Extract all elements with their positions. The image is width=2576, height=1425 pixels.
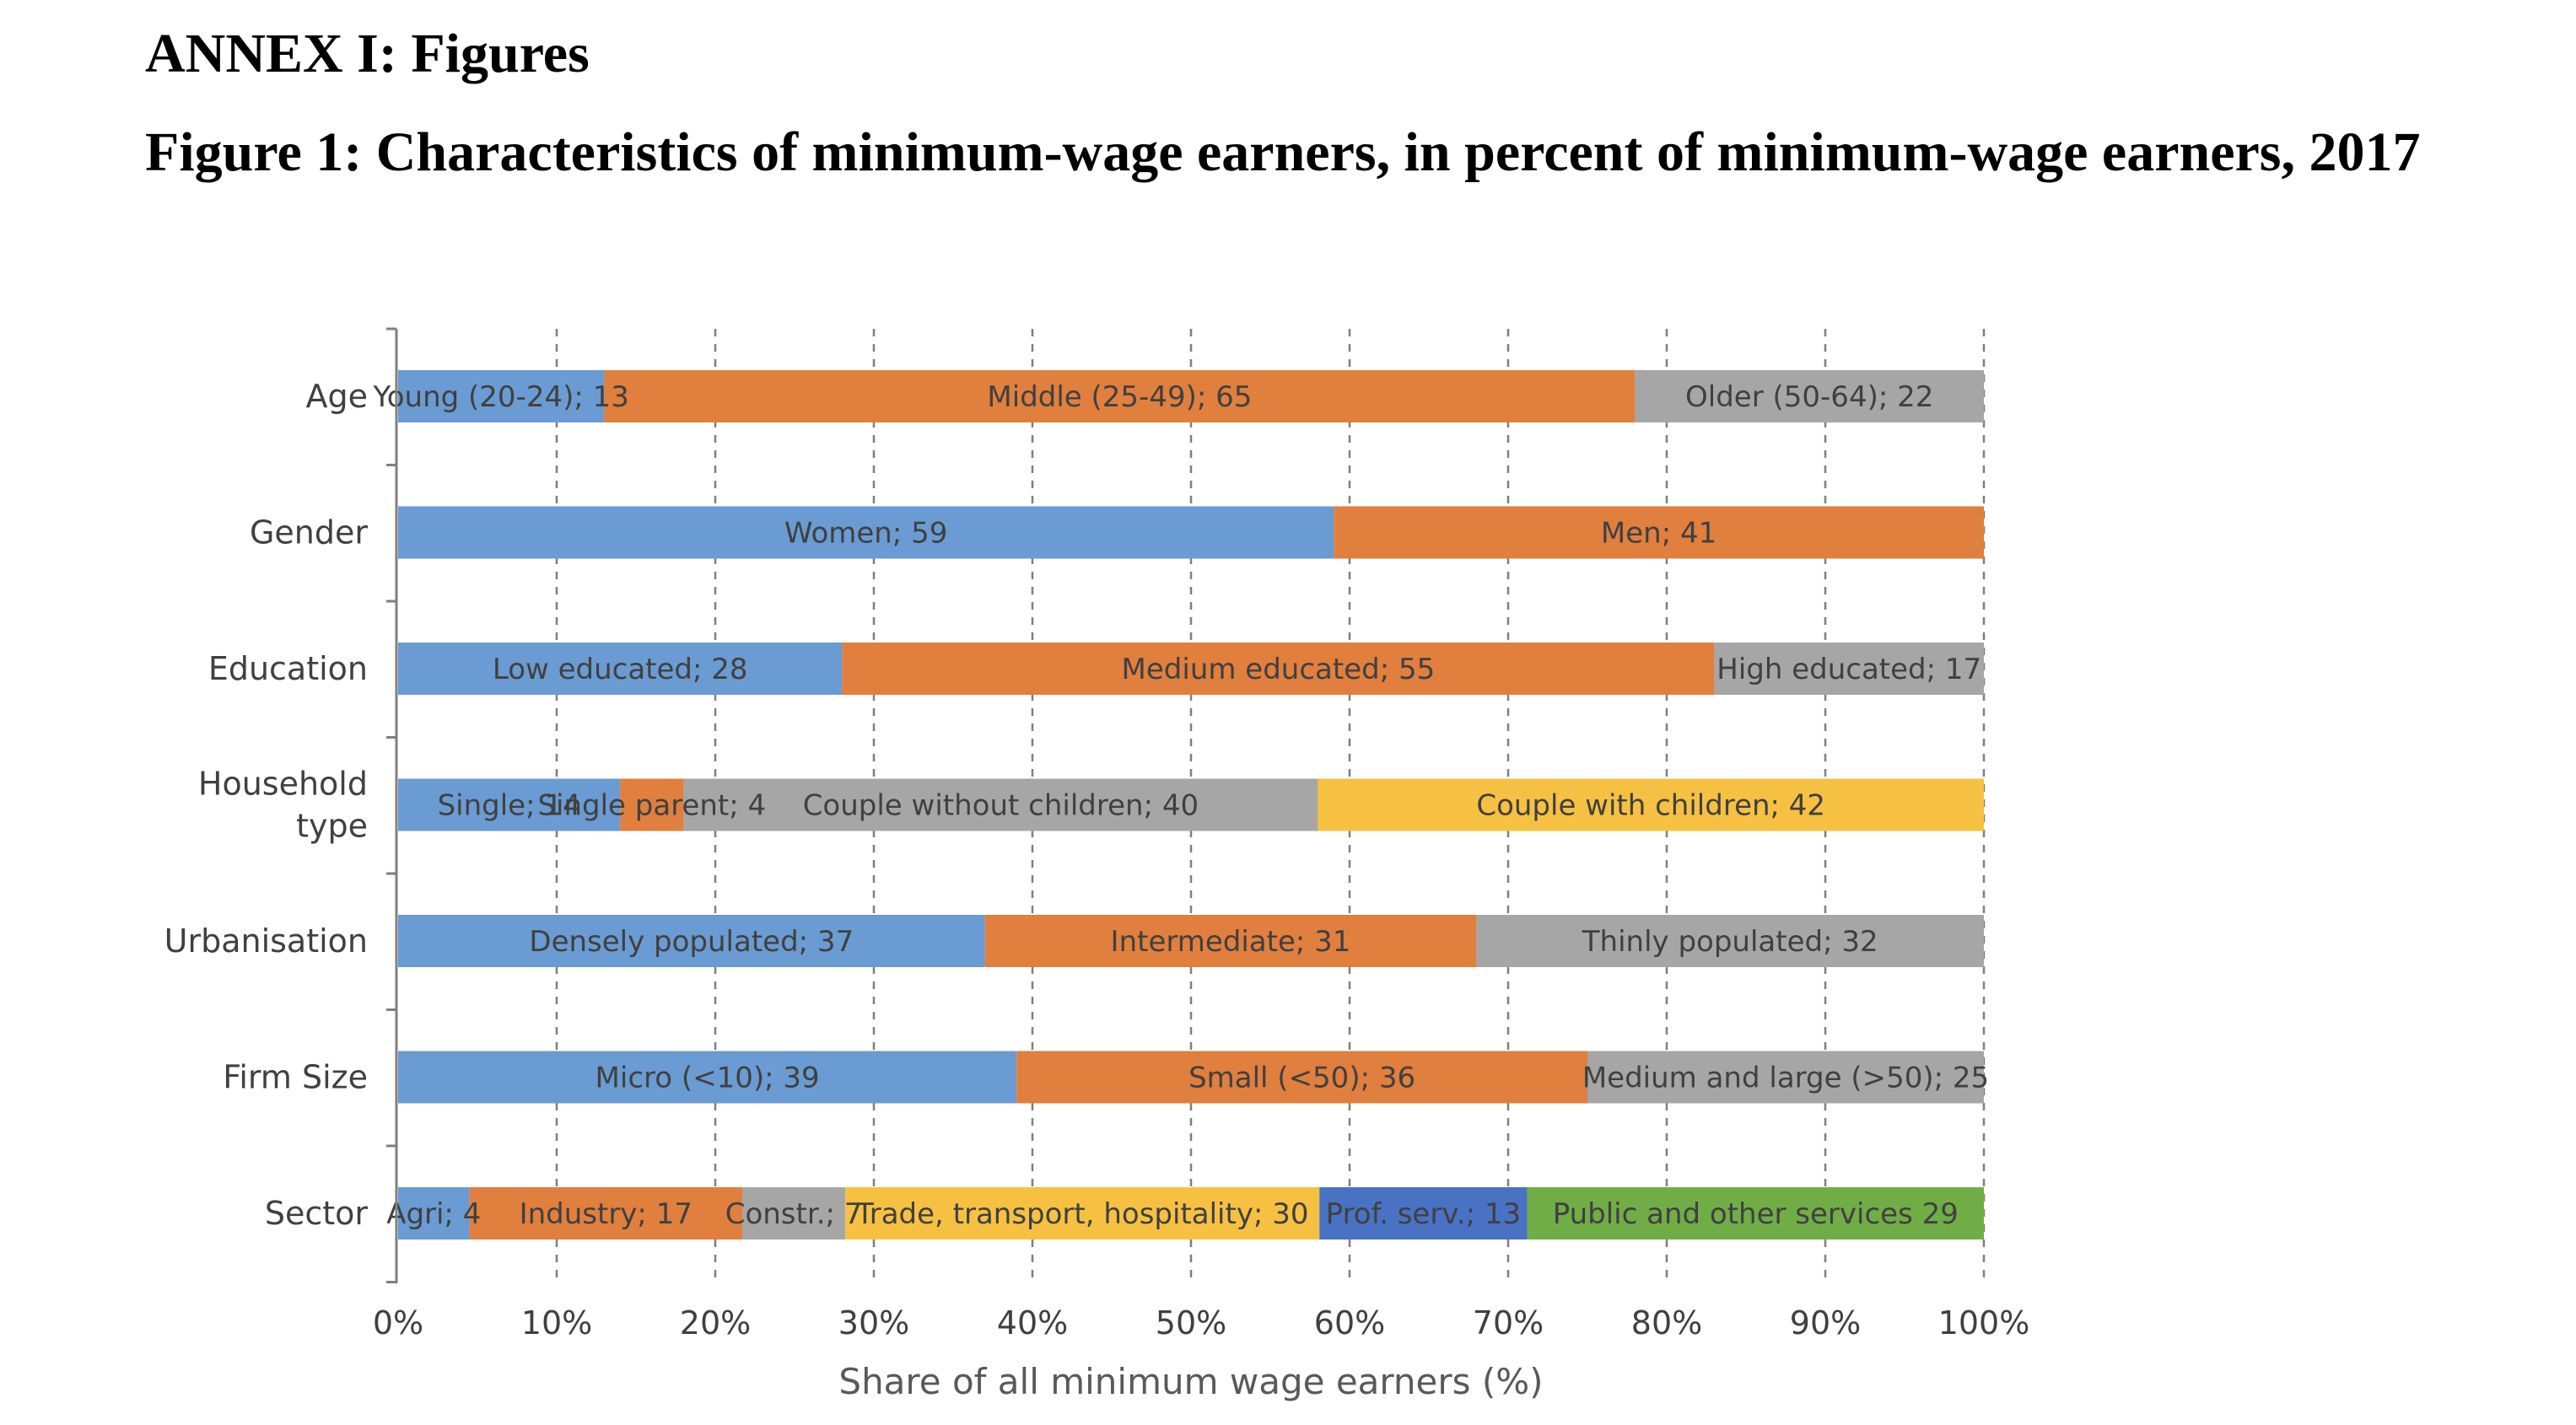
category-label: Gender xyxy=(250,514,368,551)
segment-label: Agri; 4 xyxy=(386,1197,481,1231)
segment-label: Trade, transport, hospitality; 30 xyxy=(855,1197,1309,1231)
x-tick-label: 90% xyxy=(1790,1304,1861,1342)
x-tick-label: 50% xyxy=(1156,1304,1226,1342)
bar-segment xyxy=(469,1187,742,1239)
x-tick-label: 100% xyxy=(1938,1304,2030,1342)
category-label-line: type xyxy=(296,808,368,845)
axes: 0% 10% 20% 30% 40% 50% 60% 70% 80% 90% 100% Share o… xyxy=(373,327,2030,1402)
bar-segment xyxy=(1318,778,1984,831)
segment-label: Densely populated; 37 xyxy=(529,925,854,959)
segment-label: Thinly populated; 32 xyxy=(1582,925,1878,959)
bar-segment xyxy=(604,370,1636,422)
x-tick-label: 70% xyxy=(1473,1304,1544,1342)
bar-segment xyxy=(398,1051,1017,1104)
category-label: Urbanisation xyxy=(164,922,368,960)
segment-label: Micro (<10); 39 xyxy=(595,1062,820,1095)
x-tick-label: 10% xyxy=(521,1304,592,1342)
bar-segment xyxy=(398,778,621,831)
category-label: Age xyxy=(306,378,369,415)
bar-segment xyxy=(1319,1187,1528,1239)
segment-label: Medium educated; 55 xyxy=(1122,653,1436,686)
segment-label: High educated; 17 xyxy=(1716,653,1981,686)
bar-segment xyxy=(1476,915,1984,967)
segment-label: Medium and large (>50); 25 xyxy=(1582,1062,1989,1095)
bar-segment xyxy=(984,915,1477,967)
bar-segment xyxy=(1334,506,1984,559)
x-tick-label: 20% xyxy=(680,1304,751,1342)
bar-segment xyxy=(683,778,1318,831)
category-label-line: Household xyxy=(198,766,368,803)
segment-label: Public and other services 29 xyxy=(1553,1197,1959,1231)
annex-title: ANNEX I: Figures xyxy=(145,23,590,84)
segment-label: Intermediate; 31 xyxy=(1111,925,1351,959)
bar-segment xyxy=(1635,370,1984,422)
category-label: Sector xyxy=(265,1195,369,1232)
category-label: Household type xyxy=(198,766,368,845)
category-label-line: Age xyxy=(306,378,369,415)
bars xyxy=(398,370,1984,1239)
bar-segment xyxy=(398,915,985,967)
segment-label: Men; 41 xyxy=(1601,517,1716,551)
bar-segment xyxy=(398,643,843,695)
category-label-line: Urbanisation xyxy=(164,922,368,960)
segment-label: Middle (25-49); 65 xyxy=(987,380,1252,414)
segment-label: Industry; 17 xyxy=(520,1197,693,1231)
segment-label: Young (20-24); 13 xyxy=(372,380,628,414)
segment-label: Constr.; 7 xyxy=(725,1197,863,1231)
segment-labels: Young (20-24); 13 Middle (25-49); 65 Older… xyxy=(164,378,1990,1232)
x-tick-label: 0% xyxy=(373,1304,423,1342)
category-label-line: Firm Size xyxy=(223,1059,368,1096)
bar-segment xyxy=(741,1187,846,1239)
segment-label: Couple with children; 42 xyxy=(1476,789,1825,823)
x-tick-label: 80% xyxy=(1631,1304,1702,1342)
x-tick-label: 40% xyxy=(997,1304,1068,1342)
bar-segment xyxy=(1527,1187,1984,1239)
bar-segment xyxy=(398,370,605,422)
bar-segment xyxy=(398,506,1334,559)
category-label: Education xyxy=(208,650,368,687)
bar-segment xyxy=(1016,1051,1587,1104)
segment-label: Older (50-64); 22 xyxy=(1685,380,1933,414)
segment-label: Couple without children; 40 xyxy=(803,789,1199,823)
bar-segment xyxy=(1714,643,1984,695)
category-label-line: Sector xyxy=(265,1195,369,1232)
bar-segment xyxy=(398,1187,470,1239)
bar-segment xyxy=(620,778,684,831)
segment-label: Small (<50); 36 xyxy=(1188,1062,1415,1095)
segment-label: Single; 14 xyxy=(438,789,581,823)
category-label-line: Education xyxy=(208,650,368,687)
x-axis-title: Share of all minimum wage earners (%) xyxy=(838,1361,1543,1402)
segment-label: Prof. serv.; 13 xyxy=(1326,1197,1521,1231)
x-tick-label: 30% xyxy=(838,1304,909,1342)
segment-label: Single parent; 4 xyxy=(537,789,766,823)
bar-segment xyxy=(845,1187,1320,1239)
category-label-line: Gender xyxy=(250,514,368,551)
figure-title: Figure 1: Characteristics of minimum-wag… xyxy=(145,121,2421,183)
x-tick-label: 60% xyxy=(1314,1304,1385,1342)
bar-segment xyxy=(1587,1051,1984,1104)
segment-label: Women; 59 xyxy=(784,517,948,551)
bar-segment xyxy=(842,643,1715,695)
segment-label: Low educated; 28 xyxy=(493,653,748,686)
category-label: Firm Size xyxy=(223,1059,368,1096)
